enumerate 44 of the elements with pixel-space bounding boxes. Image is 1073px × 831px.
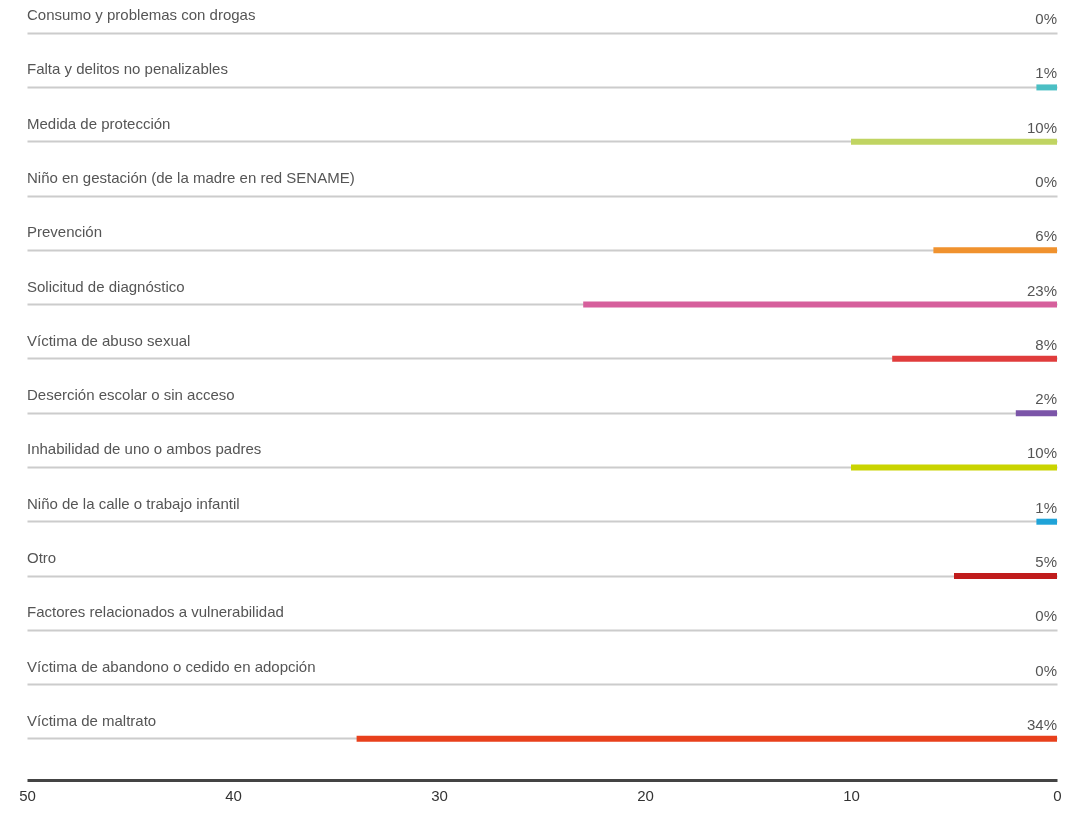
data-label: 10% bbox=[1026, 444, 1057, 462]
data-label: 0% bbox=[1035, 10, 1057, 28]
x-tick-label: 30 bbox=[431, 786, 448, 804]
bar bbox=[851, 464, 1057, 471]
y-tick-label: Consumo y problemas con drogas bbox=[27, 6, 256, 24]
y-tick-label: Otro bbox=[27, 549, 57, 566]
bar bbox=[356, 735, 1057, 742]
bar bbox=[892, 355, 1057, 362]
bar bbox=[1015, 410, 1057, 417]
y-tick-label: Víctima de maltrato bbox=[27, 711, 157, 729]
y-tick-label: Inhabilidad de uno o ambos padres bbox=[27, 440, 262, 458]
data-label: 1% bbox=[1035, 64, 1057, 82]
data-label: 10% bbox=[1026, 118, 1057, 136]
bar bbox=[954, 573, 1057, 579]
data-label: 0% bbox=[1035, 661, 1057, 679]
bar bbox=[583, 301, 1057, 308]
y-tick-label: Factores relacionados a vulnerabilidad bbox=[27, 603, 284, 621]
bar bbox=[1036, 84, 1057, 91]
data-label: 23% bbox=[1026, 281, 1057, 299]
x-tick-label: 50 bbox=[19, 786, 36, 804]
y-tick-label: Medida de protección bbox=[27, 114, 171, 132]
y-tick-label: Víctima de abandono o cedido en adopción bbox=[27, 657, 316, 675]
data-label: 0% bbox=[1035, 607, 1057, 625]
data-label: 0% bbox=[1035, 173, 1057, 190]
bar bbox=[1036, 518, 1057, 525]
data-label: 2% bbox=[1035, 390, 1057, 408]
data-label: 6% bbox=[1035, 227, 1057, 245]
y-tick-label: Niño en gestación (de la madre en red SENAME) bbox=[27, 169, 355, 186]
x-tick-label: 10 bbox=[843, 786, 860, 804]
y-tick-label: Falta y delitos no penalizables bbox=[27, 60, 228, 78]
y-tick-label: Víctima de abuso sexual bbox=[27, 331, 191, 349]
x-tick-label: 20 bbox=[637, 786, 654, 804]
y-tick-label: Prevención bbox=[27, 223, 103, 241]
data-label: 34% bbox=[1026, 715, 1057, 733]
y-tick-label: Niño de la calle o trabajo infantil bbox=[27, 494, 240, 512]
bar bbox=[933, 247, 1057, 254]
y-tick-label: Deserción escolar o sin acceso bbox=[27, 386, 235, 404]
data-label: 8% bbox=[1035, 335, 1057, 353]
y-tick-label: Solicitud de diagnóstico bbox=[27, 277, 185, 295]
x-tick-label: 40 bbox=[225, 786, 242, 804]
data-label: 1% bbox=[1035, 498, 1057, 516]
x-tick-label: 0 bbox=[1053, 786, 1062, 804]
bar bbox=[851, 138, 1057, 145]
data-label: 5% bbox=[1035, 553, 1057, 570]
